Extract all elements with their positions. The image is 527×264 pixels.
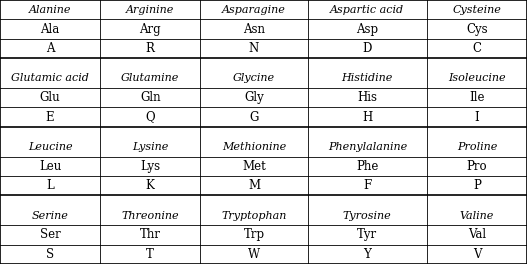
Text: Threonine: Threonine [121, 211, 179, 221]
Text: Cysteine: Cysteine [453, 5, 501, 15]
Text: Glycine: Glycine [233, 73, 275, 83]
Text: Val: Val [468, 228, 486, 242]
Text: Trp: Trp [243, 228, 265, 242]
Text: I: I [474, 111, 480, 124]
Text: Tyr: Tyr [357, 228, 377, 242]
Text: Lysine: Lysine [132, 142, 169, 152]
Text: Asp: Asp [356, 22, 378, 36]
Text: Phenylalanine: Phenylalanine [328, 142, 407, 152]
Text: Gly: Gly [244, 91, 264, 104]
Text: C: C [472, 42, 482, 55]
Text: A: A [46, 42, 54, 55]
Text: F: F [363, 179, 372, 192]
Text: Isoleucine: Isoleucine [448, 73, 506, 83]
Text: K: K [146, 179, 154, 192]
Text: Arginine: Arginine [126, 5, 174, 15]
Text: Ser: Ser [40, 228, 61, 242]
Text: Ile: Ile [469, 91, 485, 104]
Text: Aspartic acid: Aspartic acid [330, 5, 404, 15]
Text: Serine: Serine [32, 211, 69, 221]
Text: Leucine: Leucine [28, 142, 72, 152]
Text: Histidine: Histidine [341, 73, 393, 83]
Text: Valine: Valine [460, 211, 494, 221]
Text: W: W [248, 248, 260, 261]
Text: Tryptophan: Tryptophan [221, 211, 287, 221]
Text: P: P [473, 179, 481, 192]
Text: Cys: Cys [466, 22, 488, 36]
Text: R: R [146, 42, 154, 55]
Text: L: L [46, 179, 54, 192]
Text: Phe: Phe [356, 160, 378, 173]
Text: Met: Met [242, 160, 266, 173]
Text: G: G [249, 111, 259, 124]
Text: Glutamic acid: Glutamic acid [11, 73, 89, 83]
Text: His: His [357, 91, 377, 104]
Text: H: H [362, 111, 373, 124]
Text: E: E [46, 111, 54, 124]
Text: Asparagine: Asparagine [222, 5, 286, 15]
Text: Ala: Ala [41, 22, 60, 36]
Text: Glu: Glu [40, 91, 61, 104]
Text: Thr: Thr [140, 228, 161, 242]
Text: N: N [249, 42, 259, 55]
Text: Asn: Asn [243, 22, 265, 36]
Text: D: D [363, 42, 372, 55]
Text: T: T [147, 248, 154, 261]
Text: V: V [473, 248, 481, 261]
Text: Pro: Pro [466, 160, 487, 173]
Text: Alanine: Alanine [29, 5, 71, 15]
Text: Proline: Proline [457, 142, 497, 152]
Text: M: M [248, 179, 260, 192]
Text: Leu: Leu [39, 160, 61, 173]
Text: Methionine: Methionine [222, 142, 286, 152]
Text: Tyrosine: Tyrosine [343, 211, 392, 221]
Text: Q: Q [145, 111, 155, 124]
Text: Y: Y [364, 248, 371, 261]
Text: Arg: Arg [139, 22, 161, 36]
Text: Glutamine: Glutamine [121, 73, 179, 83]
Text: Gln: Gln [140, 91, 161, 104]
Text: Lys: Lys [140, 160, 160, 173]
Text: S: S [46, 248, 54, 261]
